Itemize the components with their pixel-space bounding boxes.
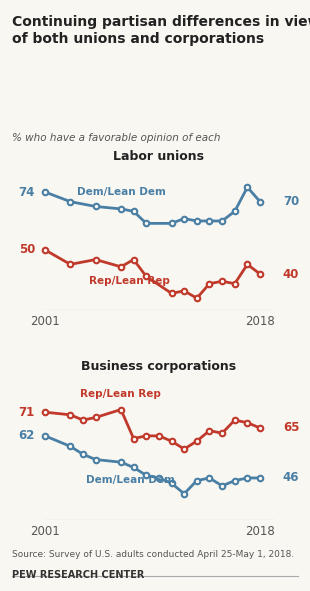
Text: % who have a favorable opinion of each: % who have a favorable opinion of each (12, 133, 221, 143)
Title: Business corporations: Business corporations (81, 360, 237, 373)
Title: Labor unions: Labor unions (113, 150, 204, 163)
Text: 40: 40 (283, 268, 299, 281)
Text: 50: 50 (19, 243, 35, 256)
Text: 71: 71 (19, 405, 35, 418)
Text: 70: 70 (283, 195, 299, 208)
Text: Rep/Lean Rep: Rep/Lean Rep (81, 389, 161, 399)
Text: Continuing partisan differences in views
of both unions and corporations: Continuing partisan differences in views… (12, 15, 310, 46)
Text: Dem/Lean Dem: Dem/Lean Dem (77, 187, 166, 197)
Text: 74: 74 (19, 186, 35, 199)
Text: 65: 65 (283, 421, 299, 434)
Text: Rep/Lean Rep: Rep/Lean Rep (89, 277, 170, 287)
Text: 46: 46 (283, 472, 299, 485)
Text: 62: 62 (19, 430, 35, 443)
Text: Dem/Lean Dem: Dem/Lean Dem (86, 475, 175, 485)
Text: PEW RESEARCH CENTER: PEW RESEARCH CENTER (12, 570, 145, 580)
Text: Source: Survey of U.S. adults conducted April 25-May 1, 2018.: Source: Survey of U.S. adults conducted … (12, 550, 294, 558)
